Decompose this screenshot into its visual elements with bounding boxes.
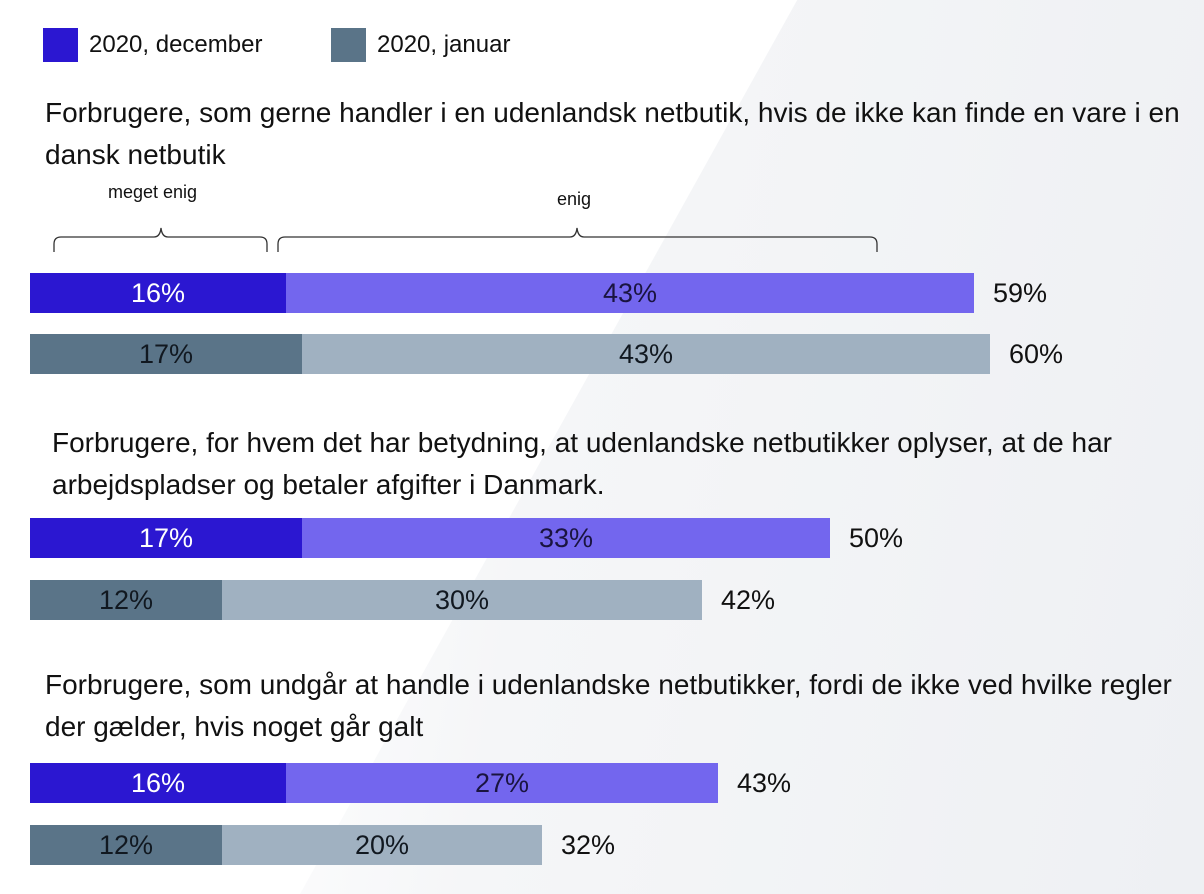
bar-q2-december-strongly-agree: 17% [30,518,302,558]
legend-label-januar: 2020, januar [377,31,511,58]
total-label-q2-december: 50% [849,523,904,553]
bar-q2-december-agree: 33% [302,518,830,558]
bar-q3-december-strongly-agree: 16% [30,763,286,803]
bar-q2-januar-agree: 30% [222,580,702,620]
bar-q2-december: 17% 33% [30,518,830,558]
bar-q3-januar: 12% 20% [30,825,542,865]
bar-q1-december: 16% 43% [30,273,974,313]
bar-q1-december-strongly-agree: 16% [30,273,286,313]
brace-strongly-agree [53,227,268,252]
question-2-title: Forbrugere, for hvem det har betydning, … [52,427,1112,500]
bar-q2-januar: 12% 30% [30,580,702,620]
legend-swatch-januar [331,28,366,62]
bar-q1-december-agree: 43% [286,273,974,313]
bar-q3-december-agree: 27% [286,763,718,803]
bar-q3-december: 16% 27% [30,763,718,803]
bar-q1-januar: 17% 43% [30,334,990,374]
brace-agree [277,227,878,252]
bar-q1-januar-agree: 43% [302,334,990,374]
bar-q3-januar-strongly-agree: 12% [30,825,222,865]
legend-swatch-december [43,28,78,62]
brace-label-strongly-agree: meget enig [108,182,198,202]
question-1-title: Forbrugere, som gerne handler i en udenl… [45,97,1180,170]
total-label-q3-december: 43% [737,768,792,798]
total-label-q1-januar: 60% [1009,339,1064,369]
brace-label-agree: enig [557,189,592,209]
legend-label-december: 2020, december [89,31,263,58]
total-label-q3-januar: 32% [561,830,616,860]
question-3-title: Forbrugere, som undgår at handle i udenl… [45,669,1172,742]
bar-q3-januar-agree: 20% [222,825,542,865]
total-label-q2-januar: 42% [721,585,776,615]
bar-q1-januar-strongly-agree: 17% [30,334,302,374]
total-label-q1-december: 59% [993,278,1048,308]
bar-q2-januar-strongly-agree: 12% [30,580,222,620]
